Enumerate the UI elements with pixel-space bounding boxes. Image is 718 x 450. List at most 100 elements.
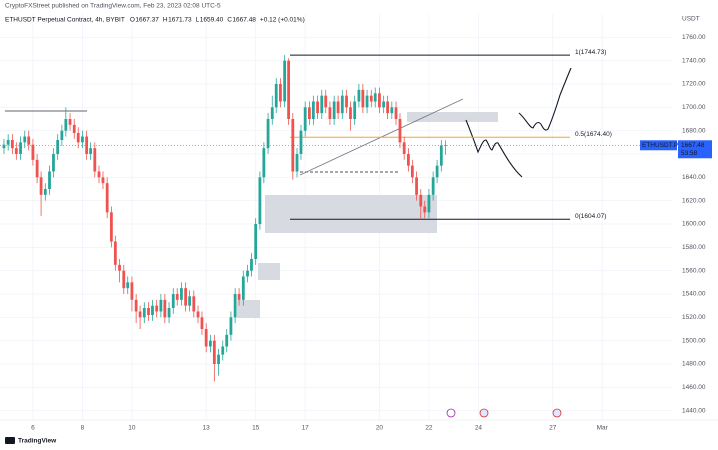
candle-body [130, 282, 134, 300]
x-tick-label: 6 [31, 425, 35, 432]
x-tick-label: 24 [475, 425, 483, 432]
candle-body [241, 276, 245, 300]
y-tick-label: 1640.00 [682, 174, 706, 181]
candle-body [229, 317, 233, 335]
candle-body [274, 84, 278, 108]
price-tag [678, 140, 712, 159]
candle-body [332, 101, 336, 119]
candle-body [402, 142, 406, 154]
y-tick-label: 1460.00 [682, 384, 706, 391]
candle-body [353, 101, 357, 119]
drawings [5, 67, 572, 318]
event-icon [446, 408, 456, 418]
candle-body [295, 154, 299, 172]
x-tick-label: Mar [597, 425, 609, 432]
candle-body [357, 89, 361, 102]
candle-body [68, 119, 72, 125]
candle-body [60, 130, 64, 140]
candle-body [188, 296, 191, 306]
candle-body [336, 101, 340, 114]
brand-logo [5, 437, 15, 444]
event-icon [552, 408, 562, 418]
candle-body [406, 154, 410, 166]
candle-body [155, 305, 159, 312]
candle-body [56, 140, 60, 154]
zone [237, 300, 260, 318]
candle-body [225, 334, 229, 347]
publisher: CryptoFXStreet published on TradingView.… [5, 3, 221, 10]
axis-unit: USDT [682, 16, 700, 23]
candle-body [151, 305, 154, 315]
candle-body [48, 171, 51, 189]
candle-body [113, 241, 117, 265]
candle-body [97, 171, 101, 178]
ohlc-value: 1667.48 [232, 17, 256, 24]
candle-body [27, 136, 31, 145]
candle-body [303, 107, 307, 131]
candle-body [14, 148, 18, 154]
candle-body [307, 107, 311, 119]
candle-body [373, 93, 377, 102]
candle-body [258, 177, 262, 224]
candle-body [101, 177, 105, 184]
candle-body [419, 194, 423, 207]
x-tick-label: 13 [203, 425, 211, 432]
candle-body [142, 308, 146, 318]
y-tick-label: 1720.00 [682, 81, 706, 88]
brand: TradingView [18, 438, 57, 445]
candle-body [365, 95, 369, 108]
candle-body [340, 95, 344, 114]
candle-body [287, 60, 291, 119]
candle-body [320, 95, 324, 114]
price-tag-value: 1667.48 [681, 142, 705, 149]
x-tick-label: 27 [549, 425, 557, 432]
candle-body [134, 299, 138, 312]
candle-body [118, 264, 121, 271]
x-tick-label: 20 [376, 425, 384, 432]
hand-drawn-path [465, 119, 523, 178]
candle-body [23, 136, 27, 143]
y-tick-label: 1580.00 [682, 244, 706, 251]
candle-body [439, 145, 443, 166]
ohlc-key: L [196, 17, 200, 24]
candle-body [85, 136, 89, 154]
candle-body [72, 124, 76, 133]
y-tick-label: 1440.00 [682, 407, 706, 414]
candle-body [180, 288, 183, 300]
x-tick-label: 15 [252, 425, 260, 432]
fib-label: 1(1744.73) [575, 49, 606, 56]
candle-body [163, 299, 167, 318]
fib-label: 0.5(1674.40) [575, 131, 612, 138]
x-tick-label: 22 [425, 425, 433, 432]
candle-body [328, 107, 332, 119]
event-icons [446, 408, 562, 418]
x-tick-label: 8 [81, 425, 85, 432]
zone [258, 263, 280, 280]
ohlc-key: H [163, 17, 168, 24]
candle-body [138, 311, 142, 318]
candle-body [159, 299, 163, 312]
candle-body [266, 119, 270, 149]
candle-body [390, 107, 394, 114]
ohlc-value: 1671.73 [168, 17, 192, 24]
candle-body [250, 259, 253, 271]
candle-body [52, 154, 55, 172]
y-tick-label: 1740.00 [682, 57, 706, 64]
candle-body [431, 177, 435, 195]
candle-body [233, 294, 237, 318]
candle-body [361, 89, 365, 108]
candle-body [237, 294, 241, 300]
candle-body [427, 194, 431, 213]
candle-body [208, 340, 212, 347]
candle-body [423, 206, 427, 213]
candle-body [299, 130, 303, 154]
candle-body [283, 60, 287, 102]
y-tick-label: 1540.00 [682, 291, 706, 298]
candle-body [76, 133, 80, 143]
candle-body [6, 140, 10, 145]
candle-body [279, 84, 282, 102]
candle-body [200, 317, 204, 329]
candle-body [291, 119, 295, 172]
zone [407, 112, 498, 122]
